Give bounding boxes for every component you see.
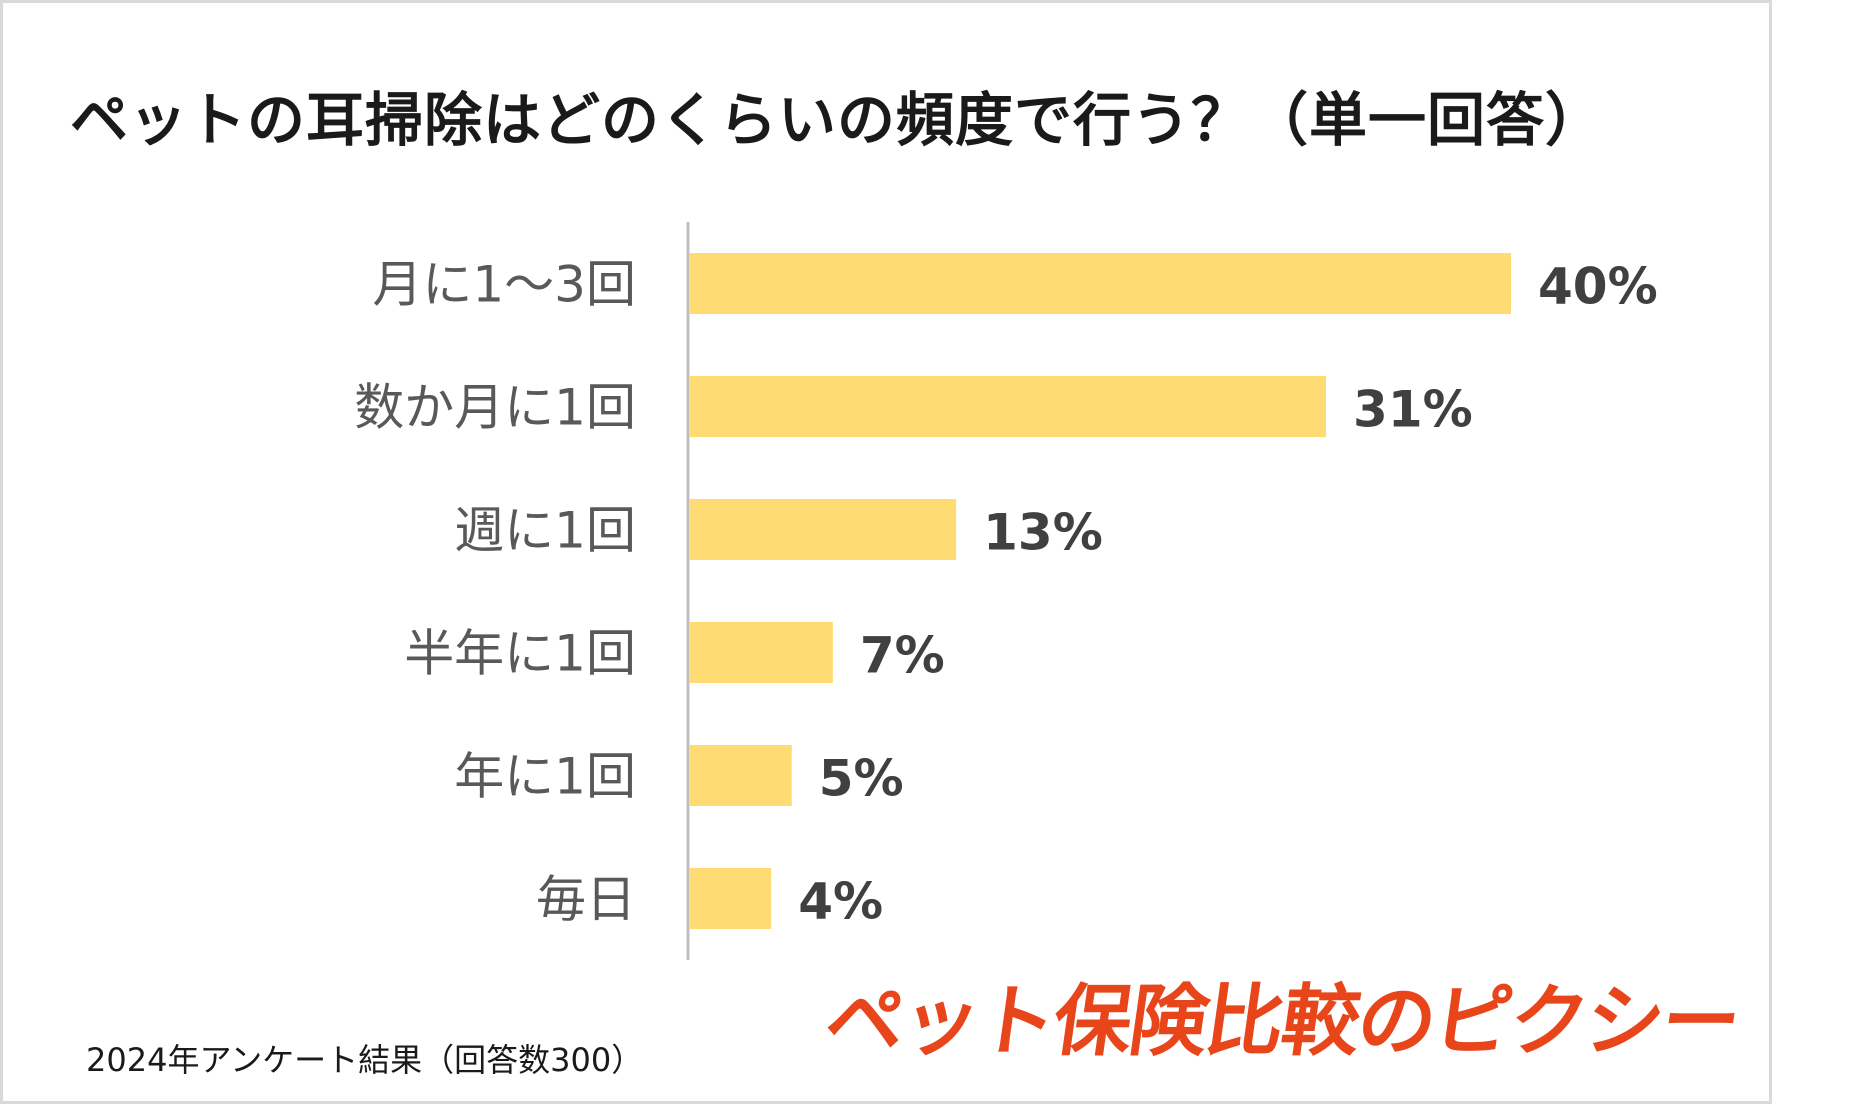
category-label: 年に1回 [454,748,636,806]
bar-4 [689,745,792,806]
bar-0 [689,253,1511,314]
value-label: 40% [1538,258,1658,316]
value-label: 5% [819,750,904,808]
brand-logo: ペット保険比較のピクシー [819,977,1745,1067]
category-label: 月に1〜3回 [372,256,636,314]
bar-1 [689,376,1327,437]
bar-3 [689,622,833,683]
survey-footnote: 2024年アンケート結果（回答数300） [86,1041,644,1079]
value-label: 31% [1353,381,1473,439]
chart-title: ペットの耳掃除はどのくらいの頻度で行う？（単一回答） [70,86,1605,154]
category-label: 半年に1回 [404,625,636,683]
category-label: 週に1回 [454,502,636,560]
category-label: 数か月に1回 [354,379,636,437]
value-label: 4% [798,873,883,931]
value-label: 7% [860,627,945,685]
bar-5 [689,868,772,929]
value-label: 13% [983,504,1103,562]
bar-2 [689,499,957,560]
category-label: 毎日 [536,871,636,929]
